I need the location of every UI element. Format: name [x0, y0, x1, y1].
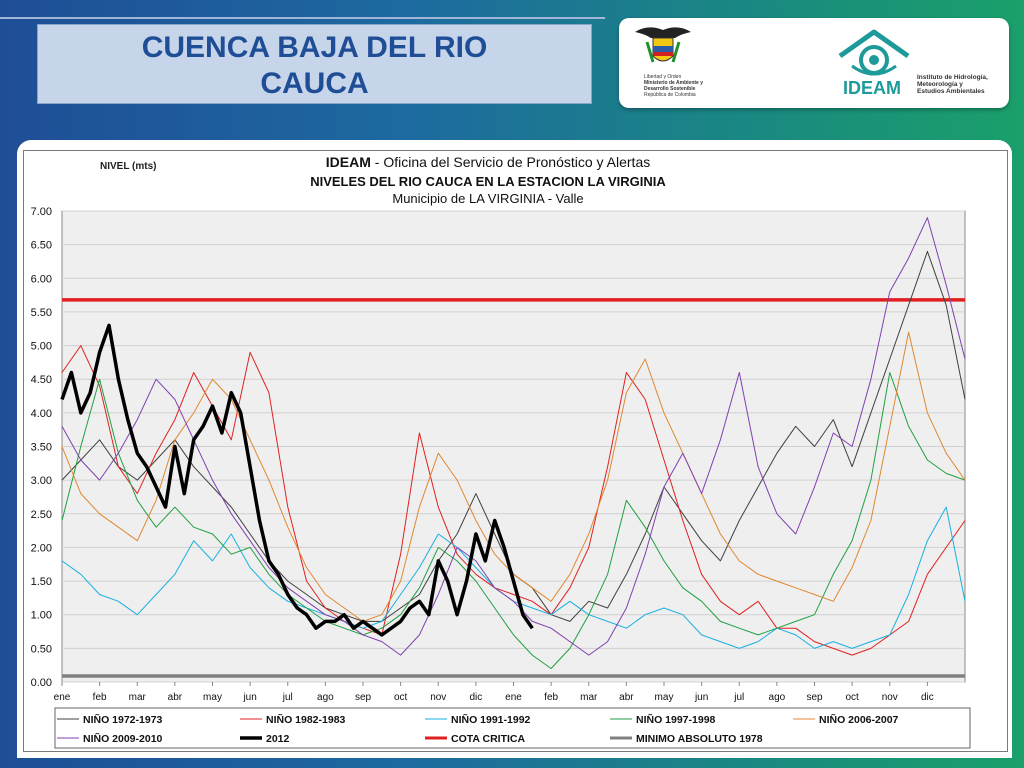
x-tick-label: may — [655, 692, 674, 703]
y-tick-label: 4.00 — [31, 408, 52, 420]
x-tick-label: nov — [882, 692, 898, 703]
series-line-ni-o-2006-2007 — [61, 331, 966, 622]
y-tick-label: 1.00 — [31, 610, 52, 622]
ministry-line: Ministerio de Ambiente y — [644, 80, 703, 86]
x-tick-label: sep — [806, 692, 823, 703]
legend-label: NIÑO 1991-1992 — [451, 713, 531, 726]
legend-label: NIÑO 1972-1973 — [83, 713, 163, 726]
x-tick-label: dic — [921, 692, 934, 703]
y-tick-label: 4.50 — [31, 374, 52, 386]
legend-label: 2012 — [266, 733, 290, 745]
legend-label: NIÑO 1997-1998 — [636, 713, 716, 726]
colombia-coat-of-arms-icon — [635, 27, 691, 63]
legend-label: NIÑO 1982-1983 — [266, 713, 346, 726]
x-tick-label: feb — [93, 692, 107, 703]
slide-title: CUENCA BAJA DEL RIO CAUCA — [37, 24, 592, 104]
x-tick-label: mar — [129, 692, 147, 703]
x-tick-label: nov — [430, 692, 446, 703]
ministry-line: Desarrollo Sostenible — [644, 86, 696, 92]
x-tick-label: jun — [242, 692, 256, 703]
x-tick-label: sep — [355, 692, 372, 703]
series-line-ni-o-2009-2010 — [61, 217, 966, 656]
y-tick-label: 6.50 — [31, 240, 52, 252]
ideam-subtitle-line: Meteorología y — [917, 81, 963, 88]
x-tick-label: oct — [394, 692, 408, 703]
header-divider-line — [0, 17, 605, 19]
x-tick-label: jun — [694, 692, 708, 703]
x-tick-label: abr — [619, 692, 634, 703]
legend-label: NIÑO 2009-2010 — [83, 732, 163, 745]
legend-box — [54, 707, 971, 749]
ministry-text: Libertad y Orden Ministerio de Ambiente … — [644, 74, 703, 98]
ideam-logo-icon — [838, 29, 910, 76]
y-tick-label: 3.50 — [31, 442, 52, 454]
legend-label: NIÑO 2006-2007 — [819, 713, 899, 726]
y-axis-label-text: NIVEL (mts) — [100, 161, 157, 172]
ideam-subtitle: Instituto de Hidrología, Meteorología y … — [917, 74, 988, 95]
y-tick-label: 5.50 — [31, 307, 52, 319]
y-tick-label: 5.00 — [31, 341, 52, 353]
series-line-2012 — [60, 323, 534, 637]
ministry-line: Libertad y Orden — [644, 74, 682, 80]
x-tick-label: ago — [769, 692, 786, 703]
series-line-ni-o-1997-1998 — [61, 372, 966, 669]
chart-title-rest: - Oficina del Servicio de Pronóstico y A… — [371, 154, 650, 170]
y-tick-label: 3.00 — [31, 475, 52, 487]
x-tick-label: oct — [845, 692, 859, 703]
slide-title-line2: CAUCA — [260, 67, 369, 100]
x-tick-label: ene — [54, 692, 71, 703]
slide-title-line1: CUENCA BAJA DEL RIO — [141, 31, 488, 64]
chart-title: IDEAM - Oficina del Servicio de Pronósti… — [326, 154, 650, 170]
x-tick-label: jul — [733, 692, 744, 703]
x-tick-label: dic — [469, 692, 482, 703]
y-tick-label: 0.00 — [31, 677, 52, 689]
x-tick-label: mar — [580, 692, 598, 703]
x-tick-label: feb — [544, 692, 558, 703]
y-tick-label: 0.50 — [31, 643, 52, 655]
y-tick-label: 1.50 — [31, 576, 52, 588]
x-tick-label: ago — [317, 692, 334, 703]
ministry-line: República de Colombia — [644, 92, 696, 98]
y-tick-label: 2.00 — [31, 542, 52, 554]
chart-subtitle2: Municipio de LA VIRGINIA - Valle — [392, 191, 583, 206]
x-tick-label: jul — [282, 692, 293, 703]
x-tick-label: may — [203, 692, 222, 703]
y-tick-label: 7.00 — [31, 206, 52, 218]
legend-label: MINIMO ABSOLUTO 1978 — [636, 733, 763, 745]
ideam-subtitle-line: Instituto de Hidrología, — [917, 74, 988, 81]
x-tick-label: ene — [505, 692, 522, 703]
chart-subtitle: NIVELES DEL RIO CAUCA EN LA ESTACION LA … — [310, 174, 666, 189]
y-tick-label: 6.00 — [31, 273, 52, 285]
y-tick-label: 2.50 — [31, 509, 52, 521]
ideam-wordmark: IDEAM — [843, 78, 901, 98]
chart-title-bold: IDEAM — [326, 154, 371, 170]
x-tick-label: abr — [168, 692, 183, 703]
legend-label: COTA CRITICA — [451, 733, 525, 745]
y-axis-label: NIVEL (mts) — [100, 161, 157, 172]
ideam-subtitle-line: Estudios Ambientales — [917, 88, 985, 95]
